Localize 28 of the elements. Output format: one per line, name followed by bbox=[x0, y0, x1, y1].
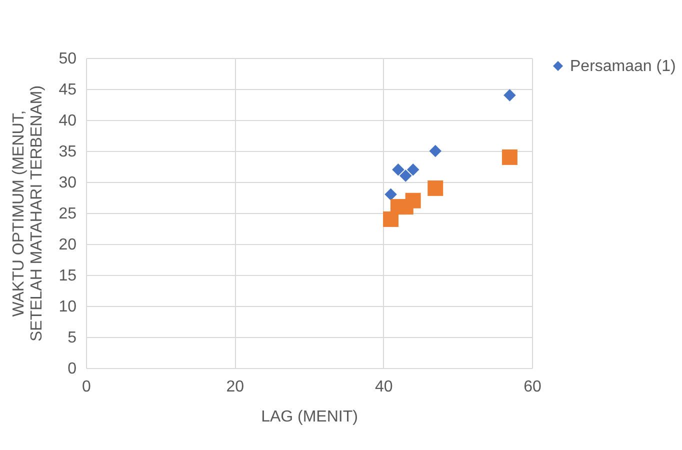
point bbox=[392, 163, 404, 176]
point bbox=[405, 192, 421, 208]
y-tick-label: 35 bbox=[58, 144, 77, 160]
x-tick-label: 0 bbox=[82, 378, 92, 396]
y-tick-label: 0 bbox=[68, 360, 77, 378]
y-tick-label: 45 bbox=[58, 82, 77, 98]
y-axis-title: WAKTU OPTIMUM (MENUT, SETELAH MATAHARI TERBENAM) bbox=[10, 85, 46, 342]
point bbox=[384, 188, 397, 201]
y-tick-label: 10 bbox=[58, 298, 77, 316]
point bbox=[383, 211, 399, 227]
x-tick-label: 20 bbox=[226, 378, 244, 396]
legend-label: Persamaan (1) bbox=[570, 58, 676, 75]
point bbox=[504, 89, 516, 102]
point bbox=[429, 144, 442, 158]
x-tick-label: 60 bbox=[524, 378, 542, 396]
y-tick-label: 5 bbox=[68, 330, 77, 346]
y-tick-label: 25 bbox=[58, 206, 77, 222]
point bbox=[406, 163, 420, 176]
point bbox=[400, 170, 412, 182]
y-tick-label: 15 bbox=[58, 268, 77, 284]
x-axis-title: LAG (MENIT) bbox=[261, 408, 358, 426]
y-tick-label: 40 bbox=[58, 112, 77, 130]
point bbox=[428, 180, 444, 196]
y-tick-label: 30 bbox=[58, 174, 77, 192]
x-tick-label: 40 bbox=[374, 378, 393, 396]
point bbox=[502, 149, 518, 165]
y-tick-label: 20 bbox=[58, 236, 77, 254]
y-tick-label: 50 bbox=[58, 50, 77, 68]
